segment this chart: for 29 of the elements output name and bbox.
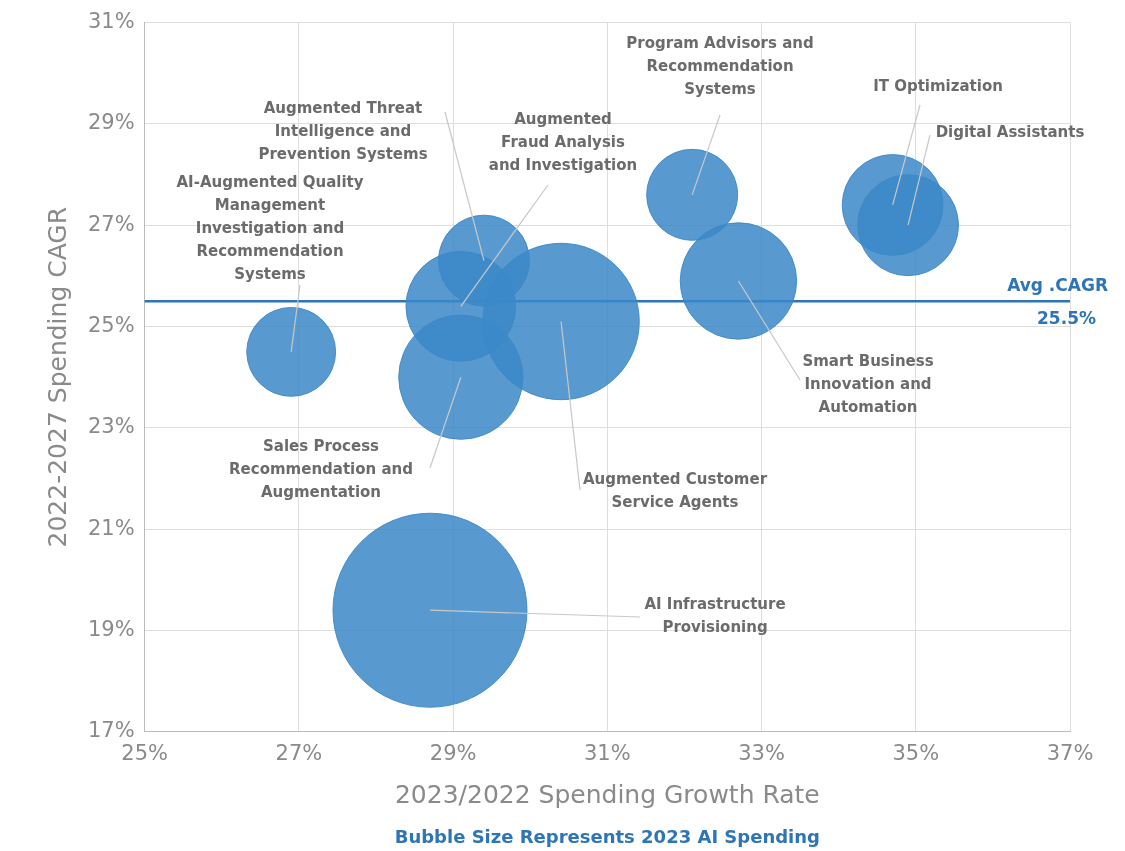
y-tick-label: 29%	[87, 110, 135, 135]
y-tick-label: 19%	[87, 616, 135, 641]
annotation: IT Optimization	[873, 77, 1003, 96]
x-tick-label: 29%	[429, 740, 477, 765]
annotation: Augmented Threat Intelligence and Prevention Systems	[258, 99, 428, 164]
ref-line-label: Avg .CAGR 25.5%	[1007, 275, 1108, 329]
x-tick-label: 25%	[121, 740, 169, 765]
annotation: AI Infrastructure Provisioning	[644, 595, 786, 637]
annotation: Sales Process Recommendation and Augmentation	[229, 437, 413, 502]
annotation: Augmented Customer Service Agents	[582, 470, 768, 512]
x-tick-label: 31%	[583, 740, 631, 765]
text: Bubble Size Represents 2023 AI Spending	[394, 825, 820, 847]
x-tick-label: 35%	[892, 740, 940, 765]
y-tick-label: 27%	[87, 211, 135, 236]
x-tick-label: 33%	[738, 740, 785, 765]
y-tick-label: 25%	[87, 313, 135, 337]
annotation: Smart Business Innovation and Automation	[802, 352, 934, 417]
y-axis-title: 2022-2027 Spending CAGR	[42, 206, 72, 548]
annotation: Augmented Fraud Analysis and Investigation	[488, 110, 638, 175]
y-tick-label: 17%	[87, 718, 135, 743]
annotation: AI-Augmented Quality Management Investigation and Recommendation Systems	[176, 173, 364, 284]
x-tick-label: 37%	[1046, 740, 1094, 765]
annotation: Digital Assistants	[935, 123, 1085, 142]
x-axis-title: 2023/2022 Spending Growth Rate	[394, 779, 820, 809]
y-tick-label: 23%	[87, 414, 135, 439]
annotation: Program Advisors and Recommendation Systems	[626, 34, 814, 99]
y-tick-label: 21%	[87, 515, 135, 540]
x-tick-label: 27%	[275, 740, 323, 765]
y-tick-label: 31%	[87, 9, 135, 34]
